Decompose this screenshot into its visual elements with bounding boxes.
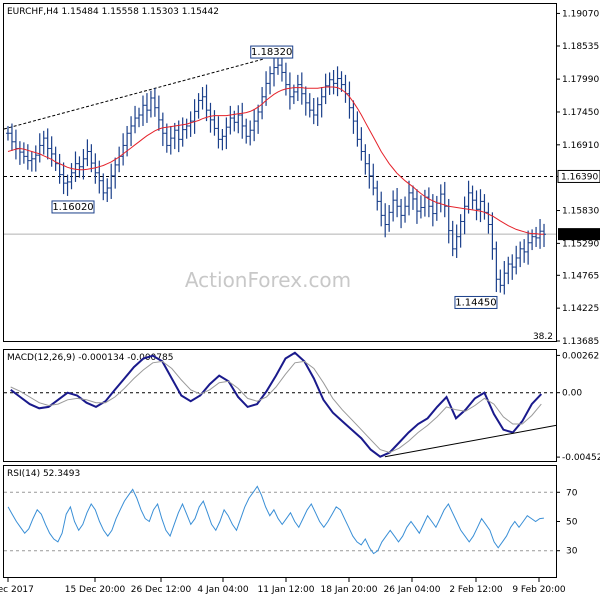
price-tick-label: 1.19070 [562,9,599,19]
rsi-header: RSI(14) 52.3493 [7,469,80,479]
watermark: ActionForex.com [185,268,351,292]
macd-tick-label: 0.00262 [562,351,599,361]
x-tick-label: 9 Feb 20:00 [512,585,566,595]
price-header: EURCHF,H4 1.15484 1.15558 1.15303 1.1544… [7,7,219,17]
current-price-label: 1.15442 [561,230,598,240]
level-label: 1.16390 [561,172,598,182]
x-tick-label: 26 Jan 04:00 [384,585,441,595]
price-tick-label: 1.13685 [562,337,599,347]
price-tick-label: 1.16910 [562,141,599,151]
x-axis: 8 Dec 2017 15 Dec 20:00 26 Dec 12:00 4 Jan … [0,578,566,595]
macd-header: MACD(12,26,9) -0.000134 -0.000785 [7,353,173,363]
price-plot: 1.19070 1.18535 1.17990 1.17450 1.16910 1.163… [3,9,600,347]
price-tick-label: 1.18535 [562,42,599,52]
macd-panel-frame [3,349,557,462]
x-tick-label: 18 Jan 20:00 [321,585,378,595]
price-panel-frame [3,3,557,342]
macd-tick-label: -0.004526 [562,453,600,463]
macd-signal-line [10,360,542,454]
price-annotation-label: 1.18320 [251,47,292,58]
price-annotation-box [250,45,294,59]
rsi-tick-label: 50 [566,518,578,528]
price-tick-label: 1.17990 [562,75,599,85]
price-annotation-label: 1.14450 [455,297,496,308]
price-tick-label: 1.14225 [562,304,599,314]
price-tick-label: 1.14765 [562,271,599,281]
price-annotation-label: 1.16020 [52,202,93,213]
x-tick-label: 2 Feb 12:00 [449,585,503,595]
rsi-tick-label: 70 [566,488,578,498]
x-tick-label: 4 Jan 04:00 [197,585,249,595]
x-tick-label: 15 Dec 20:00 [65,585,126,595]
rsi-line [7,485,544,555]
x-tick-label: 26 Dec 12:00 [131,585,192,595]
price-tick-label: 1.17450 [562,108,599,118]
macd-plot: 0.00262 0.00 -0.004526 [4,351,600,463]
macd-line [10,351,543,458]
fib-label: 38.2 [533,332,553,342]
macd-tick-label: 0.00 [562,389,582,399]
rsi-tick-label: 30 [566,547,578,557]
resistance-trendline [3,58,264,130]
macd-trendline [384,424,557,458]
current-price-badge [558,228,600,241]
price-annotation-box [51,200,95,214]
moving-average-line [7,86,544,235]
x-tick-label: 8 Dec 2017 [0,585,34,595]
level-badge [557,169,600,183]
x-tick-label: 11 Jan 12:00 [258,585,315,595]
price-annotation-box [454,295,498,309]
price-tick-label: 1.15830 [562,207,599,217]
rsi-plot: 70 50 30 [4,485,578,557]
price-tick-label: 1.15290 [562,239,599,249]
